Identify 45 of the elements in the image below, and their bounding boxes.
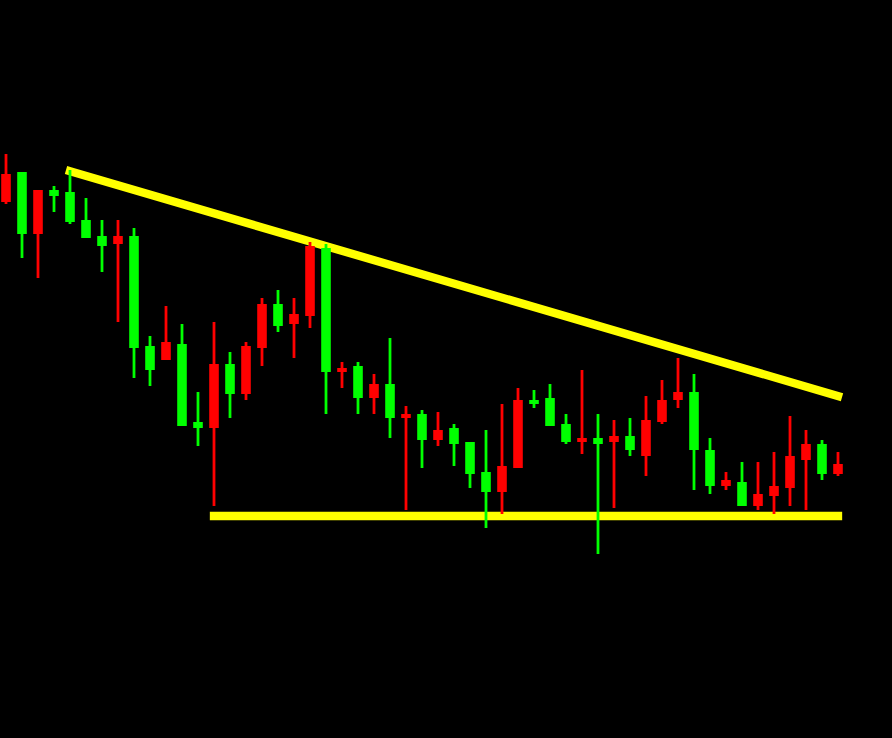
candlestick	[417, 408, 427, 470]
candlestick	[33, 188, 43, 280]
candlestick	[449, 422, 459, 468]
candlestick	[241, 340, 251, 402]
candlestick	[769, 450, 779, 516]
candlestick	[81, 196, 91, 240]
candlestick	[113, 218, 123, 324]
candlestick	[609, 418, 619, 510]
candlestick	[49, 184, 59, 214]
candlestick	[273, 288, 283, 334]
candlestick	[1, 152, 11, 206]
candlestick	[657, 378, 667, 426]
candlestick	[801, 428, 811, 512]
candlestick	[833, 450, 843, 478]
candlestick	[721, 470, 731, 492]
candlestick	[337, 360, 347, 390]
candlestick	[817, 438, 827, 482]
candlestick	[433, 410, 443, 448]
candlestick	[753, 460, 763, 512]
candlestick	[161, 304, 171, 362]
candlestick	[529, 388, 539, 410]
candlestick	[369, 372, 379, 416]
candlestick	[353, 360, 363, 416]
candlestick	[193, 390, 203, 448]
candlestick	[545, 382, 555, 428]
candlestick	[561, 412, 571, 446]
candlestick	[257, 296, 267, 368]
candlestick	[593, 412, 603, 556]
candlestick	[737, 460, 747, 508]
candlestick	[97, 218, 107, 274]
candlestick	[673, 356, 683, 410]
candlestick	[481, 428, 491, 530]
candlestick	[385, 336, 395, 440]
candlestick	[641, 394, 651, 478]
candlestick	[785, 414, 795, 508]
candlestick	[65, 168, 75, 226]
candlestick	[705, 436, 715, 496]
candlestick	[145, 334, 155, 388]
candlestick	[577, 368, 587, 456]
candlestick	[625, 416, 635, 458]
candlestick	[465, 440, 475, 490]
candlestick	[401, 404, 411, 512]
candlestick	[289, 296, 299, 360]
candlestick	[225, 350, 235, 420]
candlestick	[497, 402, 507, 516]
